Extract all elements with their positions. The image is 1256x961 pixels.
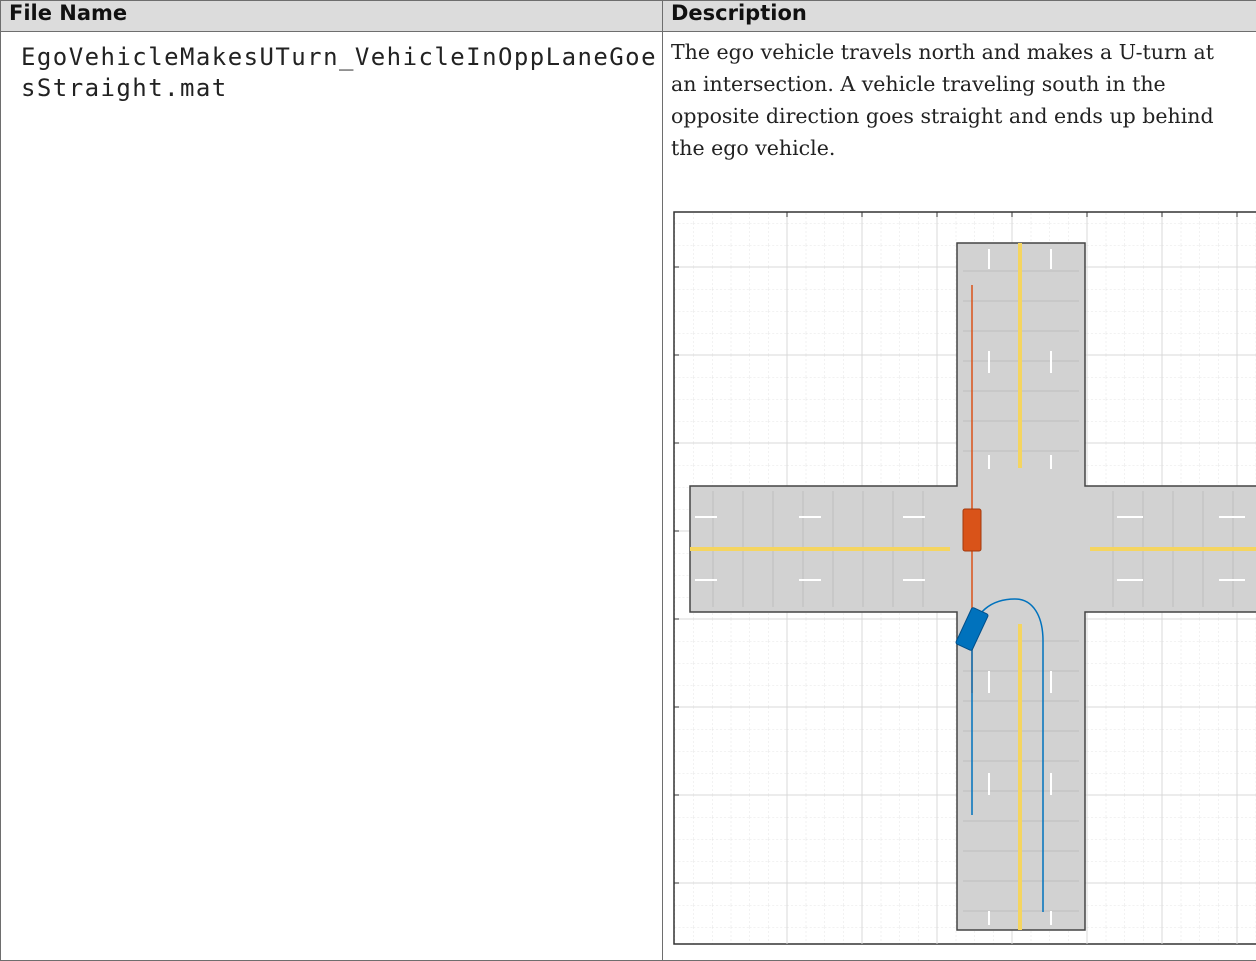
vehicle — [963, 509, 981, 551]
description: The ego vehicle travels north and makes … — [671, 36, 1231, 164]
header-cell: Description — [663, 1, 1256, 32]
scenario-plot — [673, 211, 1256, 945]
file-name: EgoVehicleMakesUTurn_VehicleInOppLaneGoe… — [1, 32, 663, 961]
header-cell: File Name — [1, 1, 663, 32]
header-row: File Name Description — [1, 1, 1256, 32]
